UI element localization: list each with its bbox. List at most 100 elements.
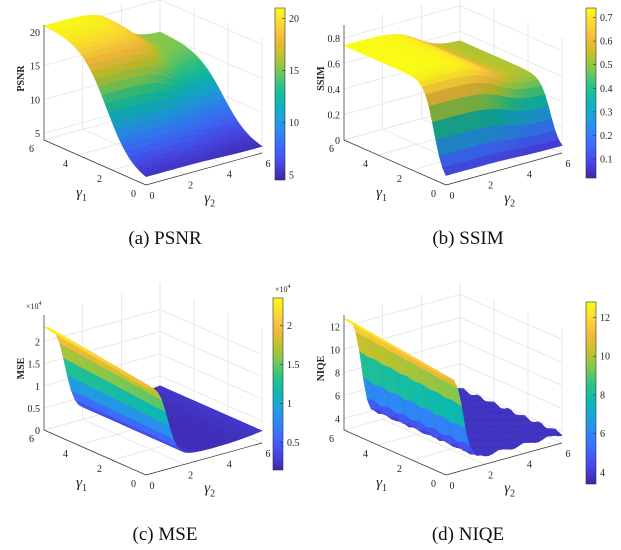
colorbar-tick-label: 0.5 (600, 60, 613, 71)
z-tick-label: 20 (30, 28, 40, 39)
grid-line (82, 419, 185, 465)
grid-line (343, 317, 563, 363)
z-tick-label: 0 (335, 136, 340, 147)
gamma1-tick-label: 2 (97, 464, 102, 475)
panel-caption: (b) SSIM (432, 228, 503, 249)
gamma1-tick-label: 2 (397, 174, 402, 185)
z-tick-label: 4 (335, 415, 340, 426)
colorbar-tick-label: 2 (287, 321, 292, 332)
surface-a (43, 14, 263, 178)
gamma2-axis-line (145, 442, 263, 476)
gamma1-tick-label: 4 (63, 159, 68, 170)
axes (43, 315, 263, 476)
colorbar-exponent-label: ×104 (275, 284, 291, 294)
gamma2-tick-label: 2 (488, 470, 493, 481)
colorbar-gradient (272, 297, 284, 471)
gamma1-tick-label: 4 (363, 159, 368, 170)
z-tick-label: 2 (35, 338, 40, 349)
gamma1-tick-label: 0 (131, 189, 136, 200)
gamma2-axis-label: γ2 (204, 481, 215, 500)
gamma2-tick-label: 6 (566, 449, 571, 460)
axes (43, 25, 263, 186)
z-axis-label: SSIM (316, 66, 327, 91)
z-tick-label: 12 (330, 323, 340, 334)
grid-line (382, 419, 485, 465)
panel-caption: (a) PSNR (128, 228, 202, 249)
panel-caption: (d) NIQE (432, 524, 504, 545)
z-tick-label: 5 (35, 129, 40, 140)
gamma1-tick-label: 2 (397, 464, 402, 475)
colorbar-d: 4 6 8 10 12 (585, 301, 610, 485)
z-axis-label: NIQE (316, 355, 327, 381)
colorbar-c: 0.5 1 1.5 2 ×104 (272, 284, 300, 471)
surface-c (43, 326, 263, 453)
gamma1-tick-label: 0 (131, 479, 136, 490)
gamma1-tick-label: 4 (363, 449, 368, 460)
surface-patch (442, 375, 451, 379)
z-tick-label: 8 (335, 369, 340, 380)
z-tick-label: 10 (30, 95, 40, 106)
gamma2-axis-label: γ2 (504, 481, 515, 500)
colorbar-tick-label: 5 (289, 170, 294, 181)
colorbar-tick-label: 8 (600, 390, 605, 401)
gamma2-tick-label: 2 (188, 470, 193, 481)
gamma1-tick-label: 0 (431, 479, 436, 490)
gamma2-tick-label: 6 (266, 449, 271, 460)
grid-line (343, 294, 563, 340)
colorbar-tick-label: 0.1 (600, 155, 613, 166)
colorbar-tick-label: 0.2 (600, 131, 613, 142)
z-tick-label: 15 (30, 62, 40, 73)
gamma1-tick-label: 6 (329, 144, 334, 155)
colorbar-tick-label: 12 (600, 313, 610, 324)
gamma1-axis-line (43, 429, 147, 476)
grid-line (343, 5, 563, 52)
gamma2-tick-label: 4 (527, 460, 532, 471)
gamma1-axis-line (343, 139, 447, 186)
colorbar-a: 5 10 15 20 (274, 7, 299, 181)
gamma2-tick-label: 4 (527, 170, 532, 181)
gamma1-tick-label: 6 (329, 434, 334, 445)
gamma1-axis-line (43, 139, 147, 186)
gamma1-tick-label: 0 (431, 189, 436, 200)
gamma2-tick-label: 2 (488, 180, 493, 191)
z-tick-label: 0.8 (328, 34, 341, 45)
z-tick-label: 0.4 (328, 85, 341, 96)
z-tick-label: 6 (335, 392, 340, 403)
z-tick-label: 0.5 (28, 404, 41, 415)
gamma2-tick-label: 0 (450, 191, 455, 202)
z-tick-label: 0.2 (328, 110, 341, 121)
z-axis-label: PSNR (16, 65, 27, 92)
gamma2-axis-label: γ2 (204, 191, 215, 210)
gamma2-tick-label: 6 (566, 159, 571, 170)
axes (343, 25, 563, 186)
surface-patch (141, 172, 151, 178)
gamma2-tick-label: 6 (266, 159, 271, 170)
colorbar-gradient (585, 301, 597, 485)
gamma1-tick-label: 6 (29, 434, 34, 445)
gamma2-tick-label: 0 (150, 191, 155, 202)
colorbar-tick-label: 4 (600, 468, 605, 479)
colorbar-tick-label: 0.5 (287, 438, 300, 449)
surface-b (343, 34, 563, 176)
gamma1-axis-label: γ1 (376, 185, 387, 204)
gamma1-tick-label: 4 (63, 449, 68, 460)
colorbar-tick-label: 15 (289, 66, 299, 77)
gamma2-tick-label: 4 (227, 460, 232, 471)
gamma2-tick-label: 2 (188, 180, 193, 191)
gamma2-axis-line (445, 152, 563, 186)
gamma1-axis-label: γ1 (376, 475, 387, 494)
colorbar-b: 0.1 0.2 0.3 0.4 0.5 0.6 0.7 (585, 7, 613, 179)
gamma1-axis-label: γ1 (76, 475, 87, 494)
gamma1-tick-label: 6 (29, 144, 34, 155)
panel-caption: (c) MSE (133, 524, 198, 545)
gamma2-axis-label: γ2 (504, 191, 515, 210)
gamma1-axis-line (343, 429, 447, 476)
z-exponent-label: ×104 (26, 301, 42, 311)
surface-patch (442, 166, 451, 176)
gamma2-tick-label: 4 (227, 170, 232, 181)
